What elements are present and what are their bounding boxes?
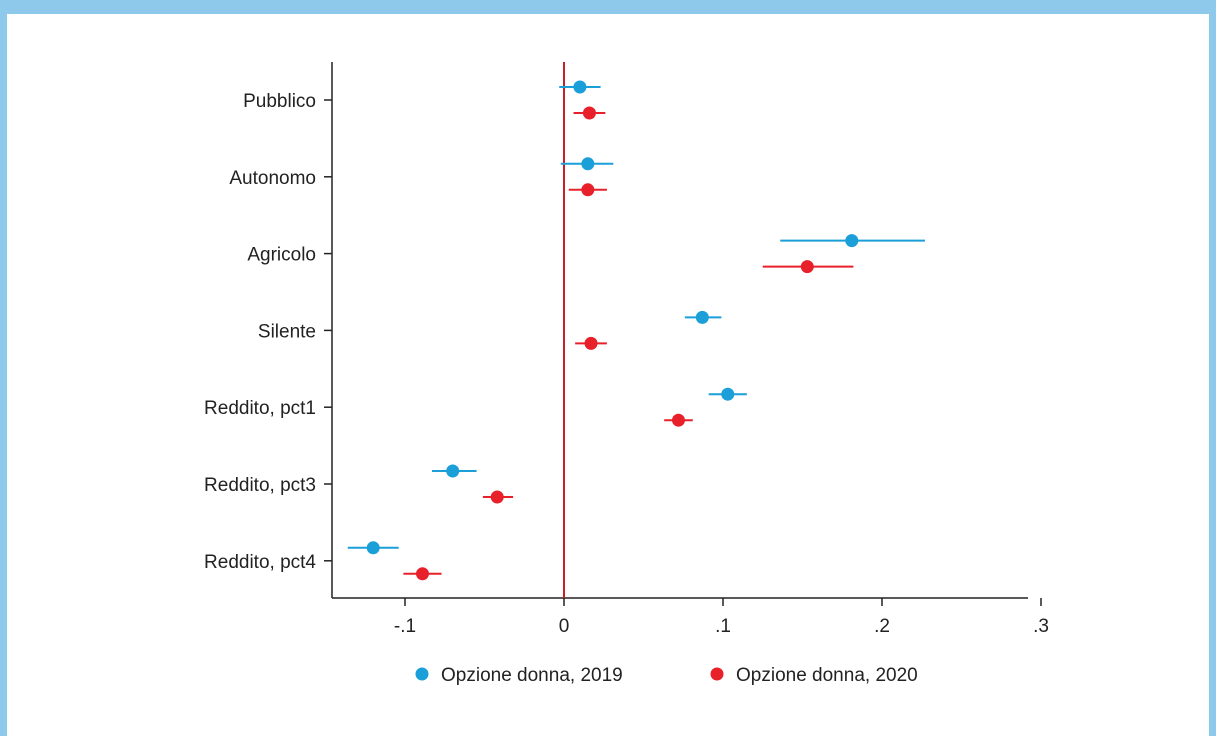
point-estimate [671, 413, 685, 427]
point-estimate [582, 106, 596, 120]
point-estimate [845, 234, 859, 248]
point-estimate [573, 80, 587, 94]
legend-label: Opzione donna, 2020 [736, 665, 918, 686]
category-label: Autonomo [229, 168, 316, 189]
legend-item-2: Opzione donna, 2020 [710, 665, 918, 686]
point-estimate [581, 183, 595, 197]
category-label: Reddito, pct1 [204, 398, 316, 419]
series-2 [403, 106, 854, 581]
x-tick-label: 0 [559, 616, 570, 637]
x-tick-label: .3 [1033, 616, 1049, 637]
point-estimate [415, 567, 429, 581]
point-estimate [800, 260, 814, 274]
category-label: Silente [258, 321, 316, 342]
category-label: Agricolo [247, 245, 316, 266]
point-estimate [581, 157, 595, 171]
data-marks [347, 80, 925, 581]
category-label: Reddito, pct4 [204, 552, 316, 573]
category-label: Pubblico [243, 91, 316, 112]
legend-marker [710, 667, 724, 681]
header-bar [0, 0, 1216, 14]
point-estimate [584, 336, 598, 350]
x-tick-label: .2 [874, 616, 890, 637]
legend-marker [415, 667, 429, 681]
x-tick-label: -.1 [394, 616, 416, 637]
legend: Opzione donna, 2019 Opzione donna, 2020 [415, 665, 918, 686]
point-estimate [721, 387, 735, 401]
x-tick-label: .1 [715, 616, 731, 637]
legend-label: Opzione donna, 2019 [441, 665, 623, 686]
axes: -.1 0 .1 .2 .3 Pubblico Autonomo Agricolo Silent… [204, 62, 1049, 637]
point-estimate [366, 541, 380, 555]
point-estimate [446, 464, 460, 478]
point-estimate [490, 490, 504, 504]
legend-item-1: Opzione donna, 2019 [415, 665, 623, 686]
point-estimate [695, 310, 709, 324]
series-1 [347, 80, 925, 555]
category-label: Reddito, pct3 [204, 475, 316, 496]
